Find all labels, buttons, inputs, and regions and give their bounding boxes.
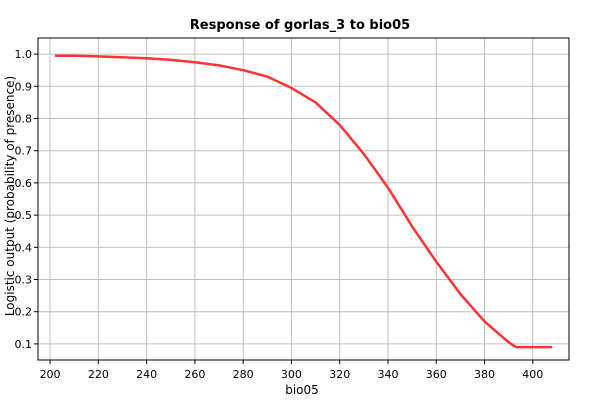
x-tick-label: 400 [522, 368, 543, 381]
y-tick-label: 0.4 [15, 241, 33, 254]
y-tick-label: 0.2 [15, 306, 33, 319]
x-tick-label: 320 [329, 368, 350, 381]
grid-lines [38, 38, 569, 360]
x-tick-label: 340 [377, 368, 398, 381]
x-tick-label: 220 [88, 368, 109, 381]
x-tick-label: 360 [426, 368, 447, 381]
plot-frame [37, 37, 570, 361]
x-axis-ticks: 200 220 240 260 280 300 320 340 360 380 400 [40, 360, 543, 381]
y-tick-label: 0.6 [15, 177, 33, 190]
x-tick-label: 380 [474, 368, 495, 381]
x-tick-label: 200 [40, 368, 61, 381]
response-curve [54, 54, 553, 349]
y-tick-label: 0.5 [15, 209, 33, 222]
y-tick-label: 0.3 [15, 274, 33, 287]
x-tick-label: 240 [136, 368, 157, 381]
y-axis-ticks: 0.1 0.2 0.3 0.4 0.5 0.6 0.7 0.8 0.9 1.0 [15, 48, 38, 351]
x-tick-label: 260 [184, 368, 205, 381]
y-axis-label: Logistic output (probability of presence… [3, 76, 17, 316]
series-layer [54, 54, 553, 349]
x-tick-label: 300 [281, 368, 302, 381]
y-tick-label: 0.8 [15, 113, 33, 126]
y-tick-label: 0.1 [15, 338, 33, 351]
x-tick-label: 280 [233, 368, 254, 381]
y-tick-label: 1.0 [15, 48, 33, 61]
x-axis-label: bio05 [285, 383, 319, 397]
y-tick-label: 0.9 [15, 80, 33, 93]
y-tick-label: 0.7 [15, 145, 33, 158]
chart-title: Response of gorlas_3 to bio05 [190, 18, 410, 33]
